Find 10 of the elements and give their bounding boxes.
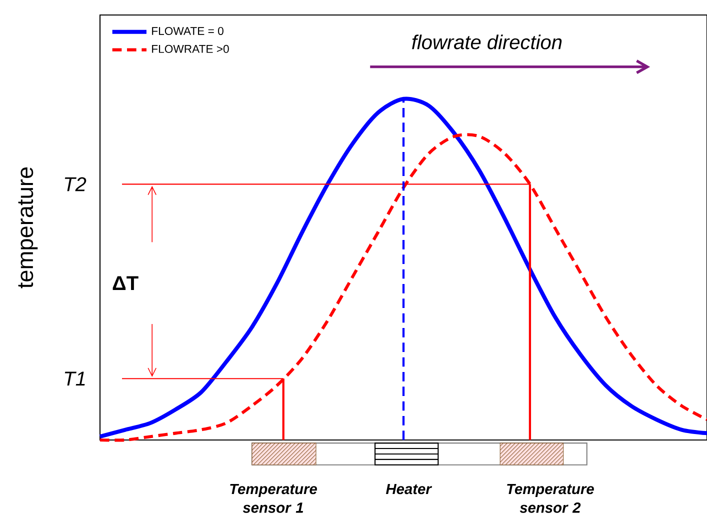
- text: Temperature sensor 1: [230, 484, 317, 513]
- legend-label: FLOWATE = 0: [152, 26, 224, 35]
- ref-line-label: T1: [64, 372, 85, 386]
- ref-line-label: T2: [64, 177, 86, 192]
- y-axis-title: temperature: [18, 167, 38, 288]
- legend-label: FLOWRATE >0: [152, 44, 229, 53]
- text: Temperature sensor 2: [507, 484, 594, 513]
- annotation: ΔT: [112, 276, 138, 290]
- text: flowrate direction: [412, 34, 562, 50]
- text: Heater: [386, 484, 432, 494]
